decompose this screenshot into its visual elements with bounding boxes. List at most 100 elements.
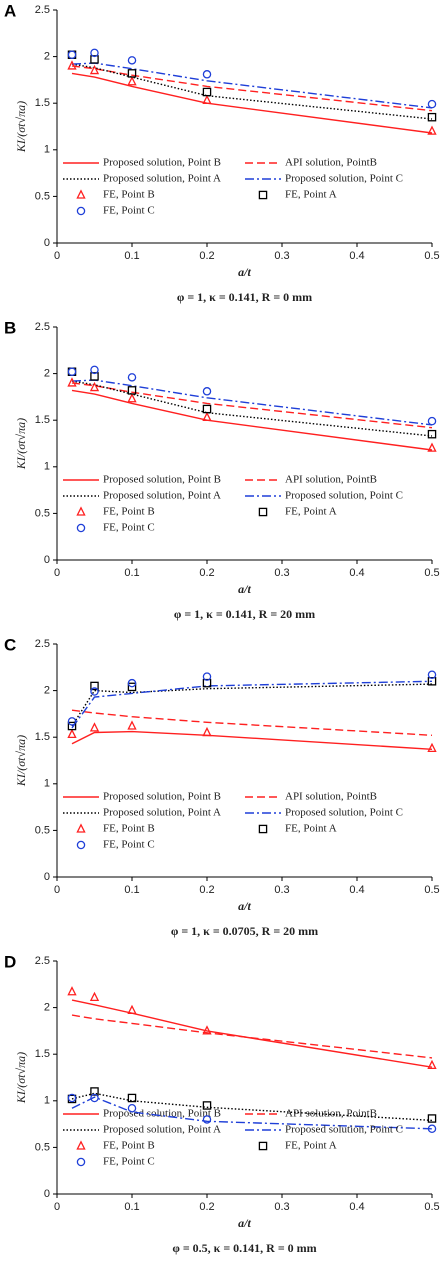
y-tick-label: 2.5 <box>35 4 50 16</box>
chart-panel: D 0 0.5 1 1.5 2 2.5 0 0.1 0.2 0.3 0.4 0.5 a/t KI/(σt√π… <box>4 952 440 1254</box>
marker-triangle <box>427 1059 437 1070</box>
y-tick-label: 0 <box>44 554 50 566</box>
legend-label: API solution, PointB <box>285 157 377 169</box>
x-axis-title: a/t <box>238 265 251 279</box>
marker-triangle <box>89 64 100 75</box>
marker-triangle <box>427 125 437 135</box>
legend-label: Proposed solution, Point A <box>103 1124 221 1136</box>
marker-circle <box>127 373 137 382</box>
marker-circle <box>202 672 212 681</box>
x-tick-label: 0.4 <box>349 567 364 579</box>
x-tick-label: 0.5 <box>424 884 439 896</box>
y-tick-label: 2.5 <box>35 955 50 967</box>
marker-circle <box>90 365 99 375</box>
y-tick-label: 0.5 <box>35 190 50 202</box>
series-line <box>71 680 433 729</box>
x-tick-label: 0 <box>54 567 60 579</box>
marker-square <box>202 1101 212 1110</box>
x-tick-label: 0.5 <box>424 250 439 262</box>
marker-square <box>202 678 212 688</box>
marker-triangle <box>76 823 86 833</box>
y-tick-label: 1.5 <box>35 97 50 109</box>
x-tick-label: 0.3 <box>274 567 289 579</box>
legend-label: FE, Point A <box>285 189 337 201</box>
y-axis-title: KI/(σt√πa) <box>14 418 28 470</box>
series-line <box>71 62 433 109</box>
legend-label: Proposed solution, Point C <box>285 1124 403 1136</box>
marker-circle <box>427 416 437 426</box>
x-tick-label: 0.4 <box>349 1201 364 1213</box>
x-axis-title: a/t <box>238 582 251 596</box>
marker-circle <box>76 840 86 850</box>
legend-label: Proposed solution, Point B <box>103 474 221 486</box>
legend-label: FE, Point C <box>103 522 155 534</box>
y-tick-label: 1.5 <box>35 731 50 743</box>
legend-label: FE, Point A <box>285 506 337 518</box>
series-line <box>71 683 433 727</box>
x-tick-label: 0.1 <box>124 1201 139 1213</box>
marker-square <box>258 824 268 834</box>
chart-panel: A 0 0.5 1 1.5 2 2.5 0 0.1 0.2 0.3 0.4 0.5 a/t KI/(σt√π… <box>4 1 440 303</box>
series-line <box>71 709 433 736</box>
marker-square <box>427 429 437 439</box>
series-line <box>71 380 433 437</box>
marker-circle <box>90 48 99 58</box>
y-tick-label: 1 <box>44 778 50 790</box>
marker-triangle <box>202 411 212 422</box>
marker-triangle <box>89 722 100 732</box>
series-line <box>71 730 433 750</box>
marker-circle <box>127 678 137 688</box>
marker-square <box>427 1114 437 1123</box>
y-tick-label: 0.5 <box>35 824 50 836</box>
legend-label: Proposed solution, Point A <box>103 173 221 185</box>
legend-label: Proposed solution, Point B <box>103 1108 221 1120</box>
x-axis-title: a/t <box>238 1216 251 1230</box>
marker-triangle <box>89 991 100 1001</box>
marker-circle <box>427 99 437 109</box>
series-line <box>71 1096 433 1130</box>
marker-circle <box>127 56 137 65</box>
marker-triangle <box>202 94 212 105</box>
marker-circle <box>202 70 212 79</box>
y-tick-label: 2 <box>44 685 50 697</box>
x-tick-label: 0.2 <box>199 884 214 896</box>
marker-triangle <box>76 1140 86 1150</box>
marker-triangle <box>76 506 86 516</box>
marker-square <box>127 682 137 692</box>
marker-circle <box>427 670 437 680</box>
marker-circle <box>67 367 77 376</box>
series-line <box>71 389 433 451</box>
marker-circle <box>76 523 86 533</box>
marker-triangle <box>202 1025 212 1035</box>
marker-triangle <box>127 720 137 730</box>
legend-label: API solution, PointB <box>285 791 377 803</box>
marker-circle <box>127 1104 137 1113</box>
y-tick-label: 0 <box>44 1188 50 1200</box>
marker-square <box>202 404 212 414</box>
marker-circle <box>202 387 212 396</box>
y-tick-label: 1 <box>44 144 50 156</box>
marker-square <box>258 190 268 200</box>
legend-label: Proposed solution, Point C <box>285 807 403 819</box>
marker-square <box>127 1093 137 1103</box>
y-tick-label: 0 <box>44 237 50 249</box>
marker-square <box>90 372 99 381</box>
x-tick-label: 0.4 <box>349 884 364 896</box>
x-tick-label: 0 <box>54 884 60 896</box>
y-tick-label: 2.5 <box>35 321 50 333</box>
marker-square <box>127 386 137 395</box>
y-tick-label: 0 <box>44 871 50 883</box>
legend-label: FE, Point A <box>285 823 337 835</box>
marker-circle <box>90 1093 99 1103</box>
y-tick-label: 1.5 <box>35 1048 50 1060</box>
marker-circle <box>202 1115 212 1124</box>
x-tick-label: 0 <box>54 1201 60 1213</box>
series-line <box>71 1014 433 1059</box>
y-tick-label: 2 <box>44 1002 50 1014</box>
legend-label: API solution, PointB <box>285 1108 377 1120</box>
legend-label: Proposed solution, Point B <box>103 157 221 169</box>
marker-circle <box>76 1157 86 1167</box>
marker-square <box>427 677 437 686</box>
caption: φ = 1, κ = 0.0705, R = 20 mm <box>171 924 318 938</box>
